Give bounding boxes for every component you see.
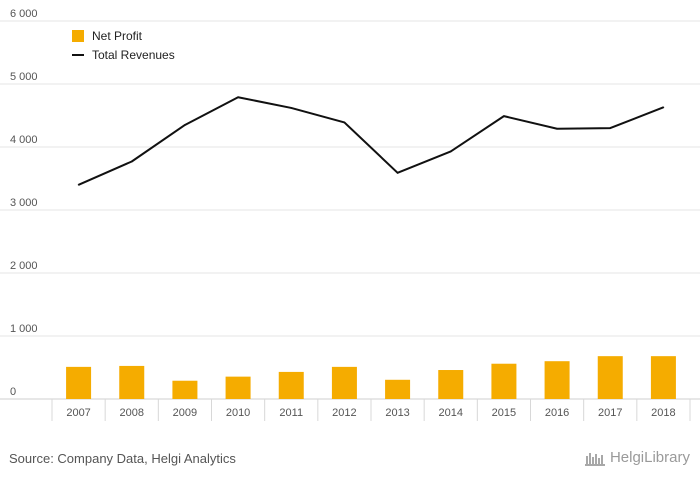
bar-net-profit [119, 365, 145, 399]
point-total-revenues [609, 127, 612, 129]
bar-net-profit [66, 366, 92, 399]
net-profit-bars [66, 356, 676, 399]
y-tick-label: 4 000 [10, 134, 38, 146]
x-tick-label: 2018 [651, 407, 675, 419]
bar-net-profit [544, 361, 570, 399]
point-total-revenues [503, 115, 505, 117]
y-tick-label: 5 000 [10, 71, 38, 83]
legend: Net Profit Total Revenues [72, 29, 175, 62]
y-tick-label: 0 [10, 386, 16, 398]
chart: 0 1 000 2 000 3 000 4 000 5 000 6 000 2007 2008… [0, 8, 700, 421]
x-tick-label: 2008 [120, 407, 144, 419]
source-note: Source: Company Data, Helgi Analytics [9, 451, 236, 466]
bar-net-profit [278, 371, 304, 399]
y-tick-label: 1 000 [10, 323, 38, 335]
gridlines [0, 20, 700, 400]
brand-logo: HelgiLibrary [584, 449, 690, 466]
point-total-revenues [130, 160, 133, 163]
brand-name: HelgiLibrary [609, 449, 690, 466]
x-tick-label: 2015 [492, 407, 516, 419]
x-tick-label: 2012 [332, 407, 356, 419]
x-tick-label: 2011 [279, 407, 303, 419]
x-tick-label: 2013 [385, 407, 409, 419]
x-tick-label: 2010 [226, 407, 250, 419]
bar-net-profit [385, 379, 411, 399]
y-axis-ticks: 0 1 000 2 000 3 000 4 000 5 000 6 000 [10, 8, 38, 398]
point-total-revenues [290, 107, 293, 109]
point-total-revenues [77, 184, 80, 186]
library-logo-icon [584, 452, 605, 466]
bar-net-profit [172, 380, 198, 399]
bar-net-profit [491, 363, 517, 399]
line-total-revenues [78, 96, 664, 186]
point-total-revenues [343, 121, 346, 124]
x-tick-label: 2014 [439, 407, 463, 419]
legend-total-revenues-label: Total Revenues [92, 48, 175, 62]
point-total-revenues [237, 96, 239, 99]
point-total-revenues [449, 150, 452, 153]
legend-net-profit-swatch [72, 30, 84, 42]
legend-net-profit-label: Net Profit [92, 29, 143, 43]
bar-net-profit [597, 356, 623, 399]
x-tick-label: 2017 [598, 407, 622, 419]
point-total-revenues [396, 172, 399, 174]
point-total-revenues [184, 124, 186, 126]
bar-net-profit [438, 370, 464, 399]
total-revenues-line [77, 96, 665, 186]
y-tick-label: 6 000 [10, 8, 38, 20]
point-total-revenues [662, 106, 665, 109]
y-tick-label: 3 000 [10, 197, 38, 209]
x-tick-label: 2007 [66, 407, 90, 419]
x-tick-label: 2009 [173, 407, 197, 419]
y-tick-label: 2 000 [10, 260, 38, 272]
x-axis-ticks: 2007 2008 2009 2010 2011 2012 2013 2014 2015 2016… [51, 399, 691, 421]
bar-net-profit [225, 376, 251, 399]
bar-net-profit [331, 366, 357, 399]
point-total-revenues [556, 127, 558, 130]
x-tick-label: 2016 [545, 407, 569, 419]
bar-net-profit [650, 356, 676, 399]
